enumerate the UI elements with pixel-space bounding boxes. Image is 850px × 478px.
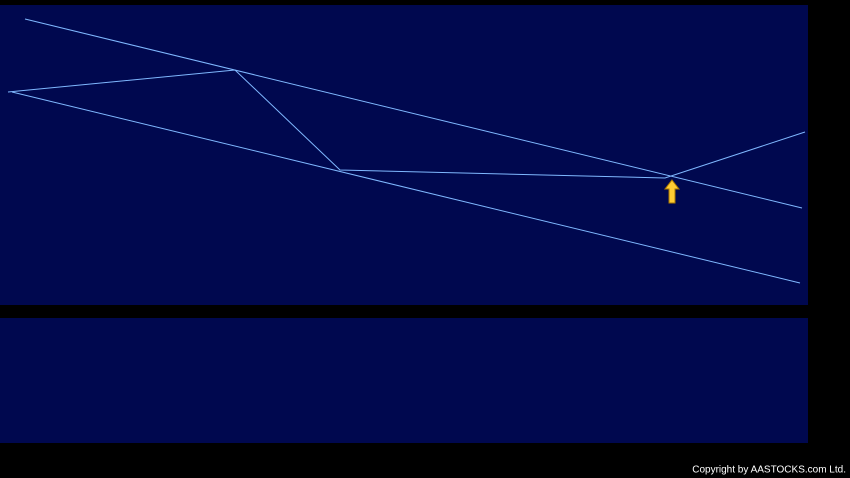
arrow-marker [663,179,681,204]
copyright: Copyright by AASTOCKS.com Ltd. [692,465,846,476]
zigzag-line [7,69,806,179]
volume-panel [0,318,808,443]
channel-upper [24,18,803,209]
trend-lines [7,18,806,284]
price-panel [0,5,808,305]
channel-lower [11,91,801,284]
